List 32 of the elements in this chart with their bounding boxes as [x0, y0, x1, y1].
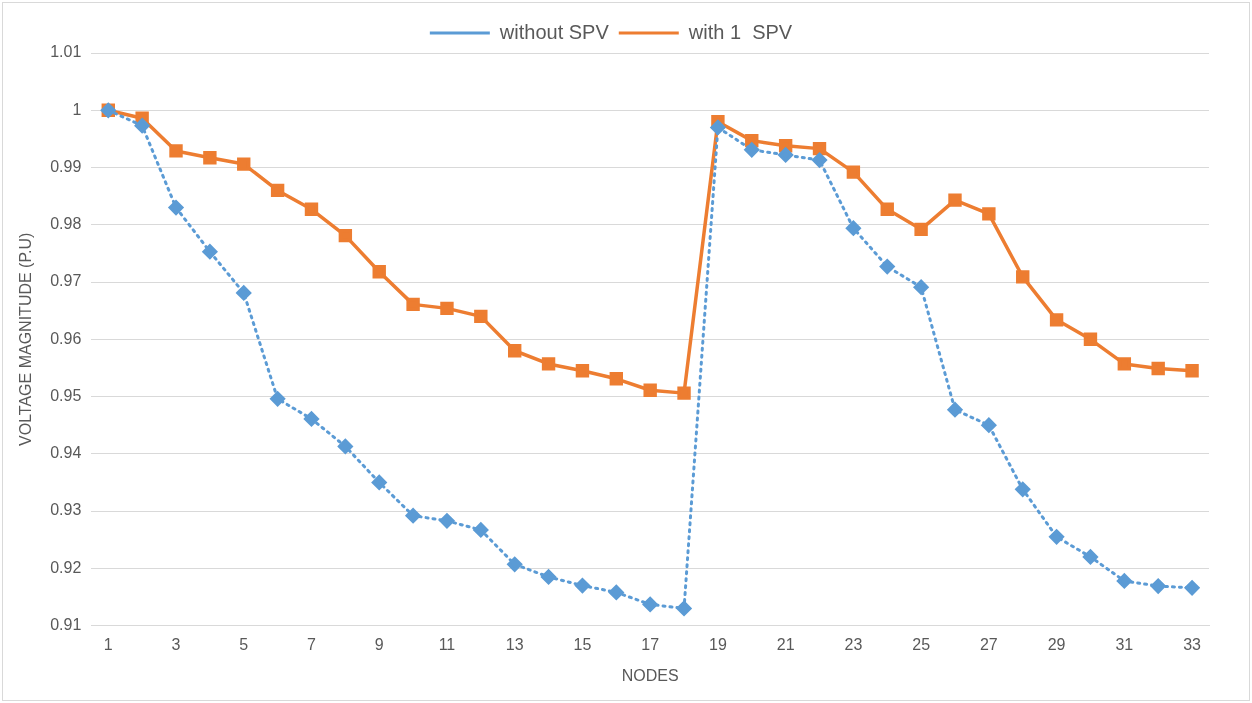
y-tick-label: 1.01 — [50, 43, 82, 61]
legend-label: with 1 SPV — [687, 20, 793, 43]
x-tick-label: 9 — [374, 635, 384, 653]
x-tick-label: 27 — [979, 635, 998, 653]
x-axis-title: NODES — [621, 666, 679, 684]
x-tick-label: 11 — [438, 635, 456, 653]
x-tick-label: 17 — [641, 635, 660, 653]
y-tick-label: 0.98 — [50, 215, 82, 233]
y-tick-label: 1 — [72, 100, 82, 118]
y-tick-label: 0.93 — [50, 501, 82, 519]
x-tick-label: 25 — [912, 635, 931, 653]
y-tick-label: 0.97 — [50, 272, 82, 290]
x-tick-label: 1 — [103, 635, 113, 653]
legend-label: without SPV — [498, 20, 610, 43]
y-tick-label: 0.95 — [50, 386, 82, 404]
x-tick-label: 29 — [1047, 635, 1066, 653]
y-tick-label: 0.92 — [50, 558, 82, 576]
x-tick-label: 19 — [709, 635, 727, 653]
x-tick-label: 3 — [171, 635, 181, 653]
x-tick-label: 5 — [239, 635, 249, 653]
y-tick-label: 0.94 — [50, 444, 82, 462]
y-axis-title: VOLTAGE MAGNITUDE (P.U) — [17, 232, 35, 446]
x-tick-label: 21 — [776, 635, 795, 653]
x-tick-label: 31 — [1115, 635, 1134, 653]
x-tick-label: 7 — [307, 635, 317, 653]
y-tick-label: 0.96 — [50, 329, 82, 347]
x-tick-label: 23 — [844, 635, 863, 653]
x-tick-label: 15 — [573, 635, 592, 653]
x-tick-label: 13 — [505, 635, 524, 653]
y-tick-label: 0.99 — [50, 157, 82, 175]
x-tick-label: 33 — [1183, 635, 1202, 653]
y-tick-label: 0.91 — [50, 616, 82, 634]
